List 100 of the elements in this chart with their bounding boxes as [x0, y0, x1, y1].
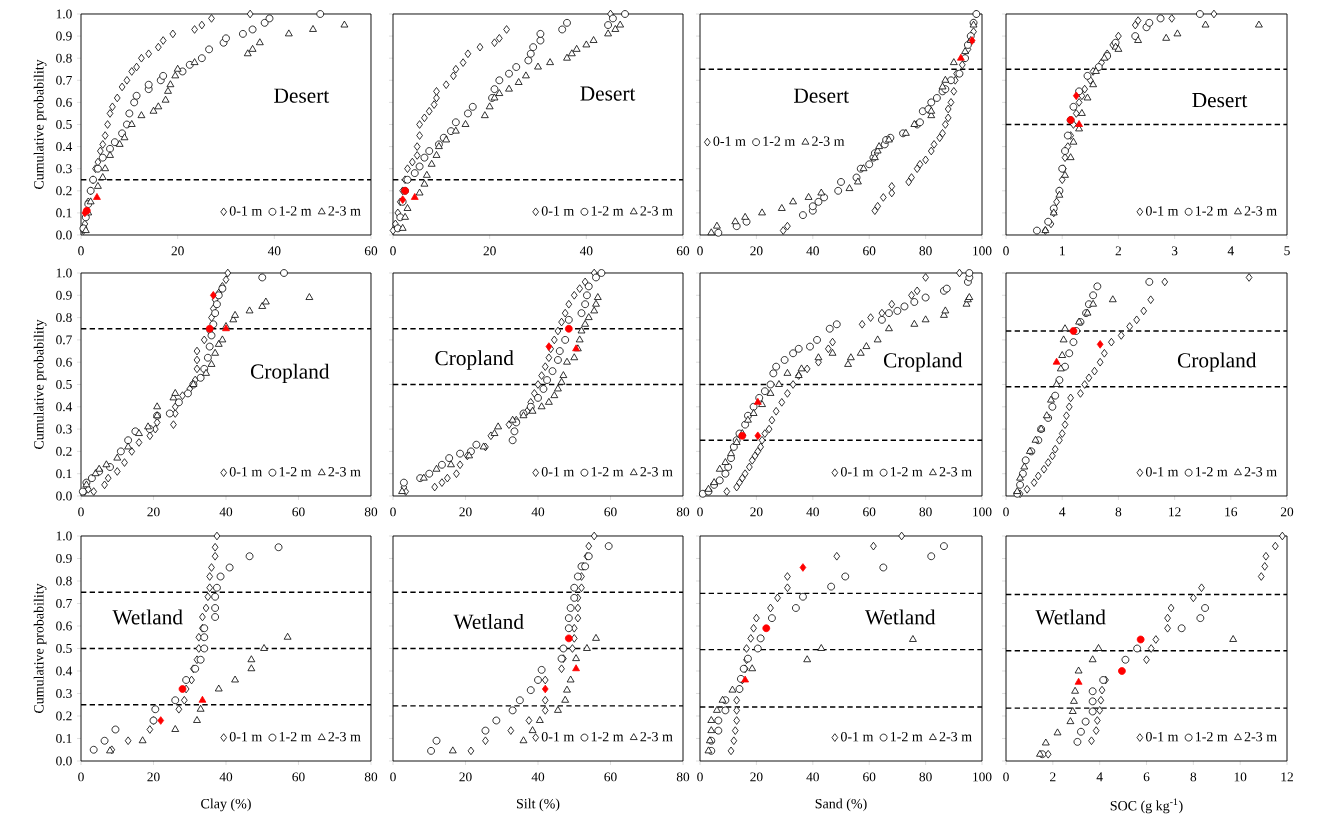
x-tick-label: 60: [292, 772, 305, 782]
y-axis-title: Cumulative probability: [33, 583, 47, 714]
y-tick-label: 0.6: [56, 357, 72, 367]
x-tick-label: 80: [364, 507, 378, 517]
x-tick-label: 20: [750, 507, 763, 517]
x-tick-label: 0: [390, 772, 396, 782]
legend-label: 1-2 m: [591, 467, 624, 477]
y-tick-label: 0.8: [56, 53, 72, 63]
y-tick-label: 0.0: [56, 756, 72, 766]
x-tick-label: 8: [1190, 772, 1197, 782]
x-tick-label: 5: [1284, 246, 1290, 256]
legend-label: 2-3 m: [812, 136, 845, 146]
x-tick-label: 10: [1234, 772, 1247, 782]
x-tick-label: 40: [806, 772, 819, 782]
legend-label: 2-3 m: [939, 731, 972, 742]
legend-label: 2-3 m: [328, 467, 361, 477]
x-tick-label: 0: [78, 246, 84, 256]
x-tick-label: 0: [697, 507, 703, 517]
x-tick-label: 20: [459, 772, 472, 782]
y-tick-label: 0.9: [56, 553, 72, 564]
y-tick-label: 0.4: [56, 666, 73, 676]
y-tick-label: 0.7: [56, 75, 72, 85]
x-tick-label: 16: [1225, 507, 1238, 517]
x-tick-label: 40: [579, 246, 593, 256]
y-tick-label: 0.5: [56, 643, 72, 654]
x-tick-label: 80: [364, 772, 378, 782]
legend-label: 2-3 m: [939, 467, 972, 477]
x-tick-label: 80: [919, 246, 932, 256]
legend-label: 0-1 m: [541, 206, 575, 216]
x-tick-label: 0: [697, 246, 703, 256]
x-tick-label: 4: [1227, 246, 1234, 256]
x-tick-label: 80: [919, 507, 932, 517]
x-tick-label: 40: [219, 772, 233, 782]
annotation: Desert: [1192, 93, 1248, 108]
y-axis-title: Cumulative probability: [33, 319, 47, 450]
x-tick-label: 60: [863, 772, 876, 782]
legend-label: 0-1 m: [1145, 467, 1179, 477]
legend-label: 2-3 m: [640, 467, 673, 477]
legend-label: 1-2 m: [1195, 467, 1228, 477]
y-tick-label: 0.4: [56, 142, 73, 152]
legend-label: 1-2 m: [279, 467, 312, 477]
y-tick-label: 0.9: [56, 290, 72, 300]
legend-label: 2-3 m: [328, 731, 361, 742]
legend-label: 0-1 m: [713, 136, 746, 146]
x-tick-label: 60: [863, 246, 876, 256]
x-tick-label: 60: [364, 246, 378, 256]
legend-label: 0-1 m: [840, 467, 874, 477]
x-tick-label: 40: [531, 507, 545, 517]
legend-label: 2-3 m: [640, 206, 673, 216]
x-tick-label: 20: [147, 772, 160, 782]
legend-label: 1-2 m: [1195, 206, 1228, 216]
annotation: Desert: [794, 88, 849, 103]
legend-label: 1-2 m: [279, 731, 312, 742]
y-tick-label: 0.2: [56, 186, 72, 196]
y-tick-label: 0.5: [56, 119, 72, 130]
x-tick-label: 20: [750, 246, 763, 256]
x-tick-label: 40: [219, 507, 233, 517]
legend-label: 1-2 m: [591, 731, 624, 742]
x-tick-label: 80: [919, 772, 932, 782]
legend-label: 1-2 m: [890, 731, 923, 742]
x-tick-label: 60: [604, 507, 617, 517]
y-tick-label: 0.1: [56, 469, 72, 479]
annotation: Wetland: [112, 609, 183, 625]
x-tick-label: 12: [1281, 772, 1293, 782]
y-tick-label: 1.0: [56, 531, 72, 541]
y-tick-label: 0.7: [56, 335, 72, 345]
x-tick-label: 100: [973, 246, 992, 256]
legend-label: 2-3 m: [1244, 731, 1277, 742]
y-tick-label: 0.3: [56, 424, 72, 434]
y-tick-label: 0.5: [56, 379, 72, 390]
x-tick-label: 40: [267, 246, 281, 256]
y-tick-label: 0.1: [56, 733, 72, 744]
x-tick-label: 20: [483, 246, 496, 256]
legend-label: 2-3 m: [1244, 206, 1277, 216]
annotation: Desert: [580, 86, 636, 101]
y-tick-label: 0.8: [56, 313, 72, 323]
y-tick-label: 0.2: [56, 446, 72, 456]
x-tick-label: 0: [390, 507, 396, 517]
y-tick-label: 0.3: [56, 164, 72, 174]
legend-label: 2-3 m: [640, 731, 673, 742]
y-tick-label: 0.4: [56, 402, 73, 412]
legend-label: 1-2 m: [279, 206, 312, 216]
x-axis-title: Silt (%): [516, 798, 560, 812]
x-tick-label: 0: [78, 772, 84, 782]
y-tick-label: 0.3: [56, 688, 72, 699]
annotation: Desert: [274, 88, 330, 103]
annotation: Wetland: [864, 609, 936, 625]
x-tick-label: 0: [78, 507, 84, 517]
x-tick-label: 0: [1003, 772, 1009, 782]
x-tick-label: 80: [676, 772, 690, 782]
y-tick-label: 0.1: [56, 208, 72, 218]
x-tick-label: 1: [1060, 246, 1065, 256]
legend-label: 1-2 m: [890, 467, 923, 477]
x-tick-label: 12: [1169, 507, 1181, 517]
y-tick-label: 0.2: [56, 711, 72, 721]
x-tick-label: 0: [697, 772, 703, 782]
y-tick-label: 1.0: [56, 9, 72, 19]
x-tick-label: 20: [750, 772, 763, 782]
x-tick-label: 40: [531, 772, 545, 782]
legend-label: 2-3 m: [1244, 467, 1277, 477]
